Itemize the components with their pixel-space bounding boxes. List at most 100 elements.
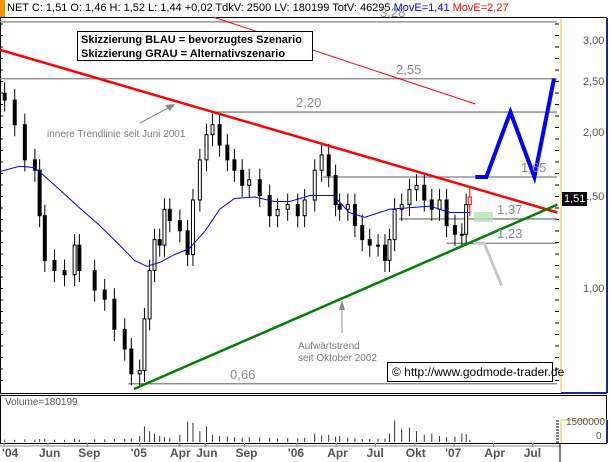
candle-body	[345, 204, 350, 210]
candle-body	[232, 159, 237, 171]
date-tick-label: Jun	[39, 446, 61, 460]
candle-body	[157, 239, 162, 246]
candle-body	[62, 270, 67, 276]
date-tick-label: Apr	[484, 446, 506, 460]
candle-body	[162, 208, 167, 246]
candle-body	[77, 244, 82, 272]
candle-body	[464, 204, 469, 235]
copyright-link[interactable]: © http://www.godmode-trader.de	[387, 362, 564, 382]
candle-body	[414, 184, 419, 191]
candle-body	[399, 204, 404, 210]
date-tick-label: Okt	[405, 446, 426, 460]
candle-body	[52, 259, 57, 272]
candle-body	[137, 370, 142, 375]
date-tick-label: '04	[2, 446, 19, 460]
candle-body	[326, 154, 331, 177]
candle-body	[92, 270, 97, 291]
candle-body	[122, 328, 127, 350]
level-label: 2,20	[296, 95, 322, 111]
volume-label: Volume=180199	[5, 397, 78, 408]
candle-body	[319, 154, 324, 171]
candle-body	[102, 289, 107, 300]
candle-body	[240, 169, 245, 186]
candle-body	[295, 204, 300, 217]
candle-body	[167, 208, 172, 222]
date-tick-label: '07	[445, 446, 462, 460]
level-label: 2,55	[396, 61, 422, 77]
candle-body	[407, 189, 412, 206]
header-marker	[0, 0, 5, 17]
legend-gray: Skizzierung GRAU = Alternativszenario	[81, 48, 286, 60]
candle-body	[302, 199, 307, 217]
candle-body	[72, 244, 77, 276]
candle-body	[152, 239, 157, 272]
uptrend-note-2: seit Oktober 2002	[298, 353, 377, 364]
candle-body	[112, 298, 117, 330]
volume-frame	[0, 395, 607, 444]
candle-body	[190, 199, 195, 256]
candle-body	[285, 204, 290, 210]
level-label: 3,28	[380, 4, 406, 20]
candle-body	[225, 144, 230, 161]
price-tick-label: 2,50	[583, 76, 605, 89]
candle-body	[312, 169, 317, 201]
uptrend-arrow-head	[339, 300, 345, 310]
candle-body	[367, 239, 372, 246]
date-tick-label: Jul	[523, 446, 542, 460]
candle-body	[382, 244, 387, 261]
level-label: 0,66	[230, 366, 256, 382]
last-price-tag: 1,51	[562, 192, 588, 206]
candle-body	[247, 179, 252, 186]
candle-body	[142, 318, 147, 372]
candle-body	[185, 230, 190, 256]
price-tick-label: 3,00	[583, 35, 605, 48]
candle-body	[333, 175, 338, 206]
legend-blue: Skizzierung BLAU = bevorzugtes Szenario	[81, 34, 302, 46]
quote-values: NET C: 1,51 O: 1,46 H: 1,52 L: 1,44 +0,0…	[7, 2, 391, 14]
candle-body	[387, 239, 392, 261]
candle-body	[22, 124, 27, 161]
candle-body	[217, 124, 222, 146]
date-tick-label: Jul	[366, 446, 384, 460]
candle-body	[352, 204, 357, 227]
candle-body	[37, 169, 42, 217]
candle-body	[267, 194, 272, 217]
candle-body	[459, 233, 464, 236]
date-tick-label: Sep	[235, 446, 258, 460]
target-zone	[474, 212, 493, 222]
date-tick-label: '06	[287, 446, 305, 460]
candle-body	[437, 199, 442, 210]
candle-body	[129, 348, 134, 375]
uptrend-note-1: Aufwärtstrend	[298, 341, 360, 352]
level-label: 1,23	[497, 226, 523, 242]
price-tick-label: 1,50	[583, 191, 605, 204]
candle-body	[376, 244, 381, 247]
inner-trendline-note: innere Trendlinie seit Juni 2001	[47, 129, 186, 140]
volume-tick-zero: 0	[596, 431, 602, 442]
candle-body	[257, 179, 262, 196]
candle-body	[467, 196, 472, 206]
candle-body	[204, 134, 209, 161]
date-tick-label: Sep	[78, 446, 101, 460]
scenario-gray-path	[473, 241, 503, 287]
candle-body	[429, 199, 434, 210]
scenario-blue-path	[475, 78, 556, 185]
candle-body	[337, 204, 342, 210]
date-tick-label: '05	[130, 446, 147, 460]
candle-body	[422, 184, 427, 201]
candle-body	[147, 270, 152, 320]
candle-body	[275, 208, 280, 217]
candle-body	[197, 159, 202, 201]
scenario-legend: Skizzierung BLAU = bevorzugtes Szenario …	[77, 31, 313, 61]
date-tick-label: Jun	[196, 446, 218, 460]
level-label: 1,37	[497, 201, 523, 217]
price-tick-label: 1,00	[583, 283, 605, 295]
short-moving-average	[0, 165, 470, 267]
candle-body	[392, 208, 397, 241]
candle-body	[360, 225, 365, 241]
chart-header: NET C: 1,51 O: 1,46 H: 1,52 L: 1,44 +0,0…	[0, 0, 610, 17]
price-tick-label: 2,00	[583, 126, 605, 139]
quote-line: NET C: 1,51 O: 1,46 H: 1,52 L: 1,44 +0,0…	[7, 0, 509, 17]
level-label: 1,65	[521, 159, 547, 175]
